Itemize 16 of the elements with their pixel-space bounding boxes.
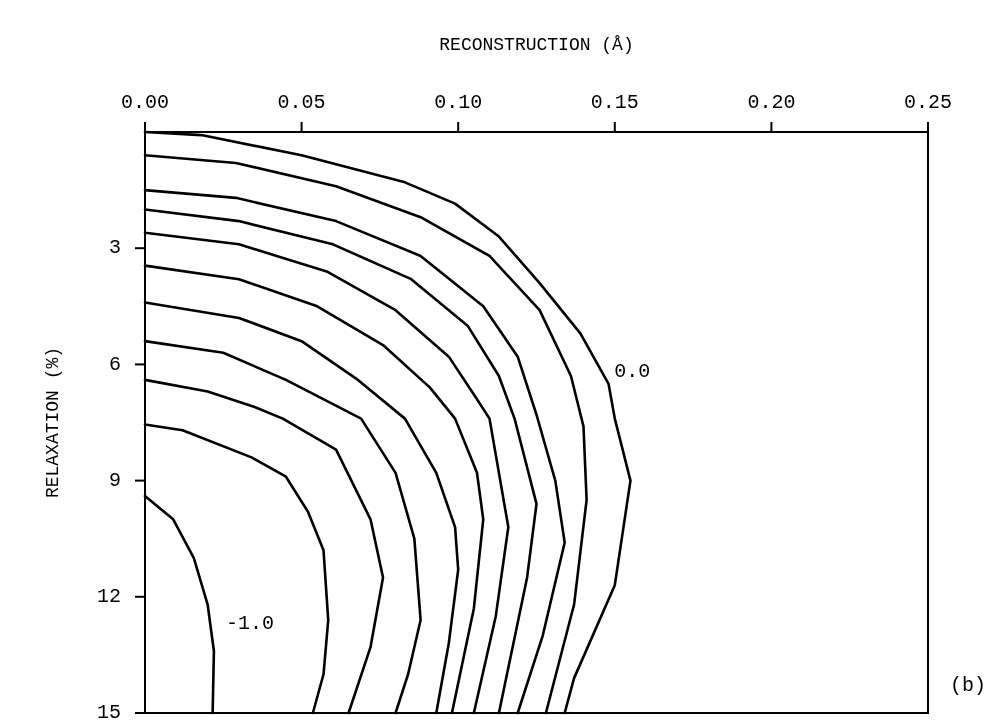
annotation: -1.0 xyxy=(225,612,274,636)
x-tick-label: 0.10 xyxy=(434,91,483,114)
y-tick-label: 6 xyxy=(108,352,121,376)
y-axis-title: RELAXATION (%) xyxy=(42,346,63,499)
x-tick-label: 0.05 xyxy=(277,91,326,114)
y-tick-label: 15 xyxy=(96,701,121,722)
x-axis-title: RECONSTRUCTION (Å) xyxy=(439,35,634,55)
y-tick-label: 3 xyxy=(108,236,121,260)
y-tick-label: 12 xyxy=(96,585,121,609)
x-tick-label: 0.00 xyxy=(120,91,170,114)
x-tick-label: 0.15 xyxy=(590,91,639,114)
x-tick-label: 0.20 xyxy=(747,91,796,114)
annotation: 0.0 xyxy=(614,360,651,384)
y-tick-label: 9 xyxy=(108,468,121,492)
text: (b) xyxy=(949,674,986,697)
x-tick-label: 0.25 xyxy=(903,91,953,114)
